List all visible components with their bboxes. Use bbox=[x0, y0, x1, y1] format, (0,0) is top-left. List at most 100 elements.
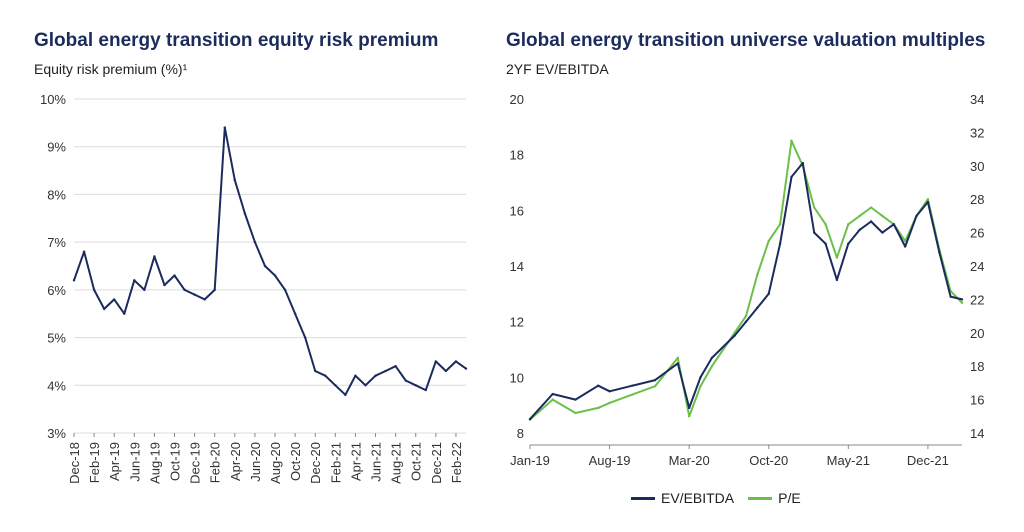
data-point-p-e bbox=[881, 214, 884, 218]
legend-swatch-ev-ebitda bbox=[631, 496, 655, 500]
left-data-point bbox=[113, 298, 116, 301]
data-point-ev-ebitda bbox=[892, 223, 895, 226]
right-y-right-tick-label: 26 bbox=[970, 226, 984, 241]
left-y-tick-label: 8% bbox=[47, 187, 66, 202]
data-point-ev-ebitda bbox=[824, 242, 827, 245]
left-data-point bbox=[133, 279, 136, 282]
right-x-tick-label: Dec-21 bbox=[907, 453, 949, 468]
data-point-ev-ebitda bbox=[847, 242, 850, 245]
left-data-point bbox=[384, 369, 387, 373]
left-x-tick-label: Apr-19 bbox=[107, 442, 122, 481]
left-data-point bbox=[424, 388, 427, 392]
left-data-point bbox=[163, 283, 166, 287]
right-y-left-tick-label: 14 bbox=[510, 259, 524, 274]
left-x-tick-label: Jun-21 bbox=[369, 442, 384, 482]
data-point-ev-ebitda bbox=[687, 406, 691, 410]
data-point-ev-ebitda bbox=[528, 417, 532, 421]
data-point-ev-ebitda bbox=[744, 320, 748, 323]
left-data-point bbox=[273, 274, 277, 277]
data-point-ev-ebitda bbox=[778, 242, 782, 245]
left-data-point bbox=[123, 312, 126, 315]
right-y-left-tick-label: 8 bbox=[517, 426, 524, 441]
data-point-ev-ebitda bbox=[733, 334, 736, 337]
legend-label-pe: P/E bbox=[778, 490, 801, 506]
left-x-tick-label: Feb-22 bbox=[449, 442, 464, 483]
data-point-ev-ebitda bbox=[858, 228, 861, 232]
data-point-p-e bbox=[687, 415, 691, 418]
right-y-left-tick-label: 12 bbox=[510, 315, 524, 330]
right-y-right-tick-label: 22 bbox=[970, 292, 984, 307]
left-data-point bbox=[394, 365, 397, 368]
data-point-p-e bbox=[926, 198, 930, 201]
data-point-ev-ebitda bbox=[903, 245, 907, 248]
right-y-right-tick-label: 16 bbox=[970, 393, 984, 408]
data-point-p-e bbox=[676, 356, 679, 360]
left-y-tick-label: 5% bbox=[47, 331, 66, 346]
left-data-point bbox=[364, 384, 367, 387]
data-point-ev-ebitda bbox=[790, 175, 793, 179]
data-point-p-e bbox=[824, 223, 827, 226]
data-point-p-e bbox=[835, 256, 839, 259]
right-y-right-tick-label: 20 bbox=[970, 326, 984, 341]
left-x-tick-label: Feb-20 bbox=[208, 442, 223, 483]
left-data-point bbox=[283, 288, 287, 292]
data-point-p-e bbox=[744, 314, 748, 318]
legend-item-ev-ebitda: EV/EBITDA bbox=[631, 490, 734, 506]
left-x-tick-label: Aug-20 bbox=[268, 442, 283, 484]
legend-label-ev-ebitda: EV/EBITDA bbox=[661, 490, 735, 506]
left-y-tick-label: 4% bbox=[47, 378, 66, 393]
left-x-tick-label: Dec-21 bbox=[429, 442, 444, 484]
left-x-tick-label: Dec-19 bbox=[188, 442, 203, 484]
data-point-p-e bbox=[710, 365, 714, 368]
left-data-point bbox=[464, 367, 468, 370]
data-point-ev-ebitda bbox=[653, 378, 657, 382]
left-data-point bbox=[263, 264, 267, 268]
left-data-point bbox=[303, 336, 307, 339]
right-y-left-tick-label: 10 bbox=[510, 370, 524, 385]
data-point-ev-ebitda bbox=[835, 278, 839, 282]
right-y-right-tick-label: 28 bbox=[970, 192, 984, 207]
left-data-point bbox=[314, 369, 317, 373]
left-data-point bbox=[72, 279, 76, 282]
left-data-point bbox=[434, 360, 438, 363]
data-point-ev-ebitda bbox=[767, 292, 770, 296]
data-point-p-e bbox=[778, 223, 782, 226]
data-point-ev-ebitda bbox=[756, 306, 759, 309]
right-y-right-tick-label: 18 bbox=[970, 359, 984, 374]
data-point-ev-ebitda bbox=[926, 200, 930, 204]
data-point-ev-ebitda bbox=[710, 356, 714, 360]
data-point-p-e bbox=[960, 301, 964, 304]
right-y-right-tick-label: 14 bbox=[970, 426, 984, 441]
data-point-p-e bbox=[597, 406, 600, 410]
data-point-ev-ebitda bbox=[608, 390, 611, 393]
data-point-p-e bbox=[858, 214, 861, 218]
data-point-ev-ebitda bbox=[699, 376, 702, 379]
left-x-tick-label: Dec-20 bbox=[308, 442, 323, 484]
right-chart-title: Global energy transition universe valuat… bbox=[506, 30, 986, 51]
left-data-point bbox=[444, 369, 448, 373]
data-point-p-e bbox=[574, 411, 577, 415]
right-x-tick-label: Oct-20 bbox=[749, 453, 788, 468]
data-point-ev-ebitda bbox=[574, 398, 577, 401]
left-data-point bbox=[153, 255, 156, 258]
right-x-tick-label: Aug-19 bbox=[589, 453, 631, 468]
left-data-point bbox=[143, 288, 146, 292]
data-point-ev-ebitda bbox=[597, 384, 600, 387]
left-x-tick-label: Feb-21 bbox=[328, 442, 343, 483]
left-y-tick-label: 10% bbox=[40, 92, 66, 107]
left-data-point bbox=[183, 288, 186, 292]
left-data-point bbox=[193, 293, 196, 296]
left-chart-title: Global energy transition equity risk pre… bbox=[34, 30, 439, 51]
data-point-p-e bbox=[608, 401, 611, 405]
left-y-tick-label: 7% bbox=[47, 235, 66, 250]
left-y-tick-label: 6% bbox=[47, 283, 66, 298]
left-data-point bbox=[253, 240, 257, 244]
left-data-point bbox=[92, 288, 96, 292]
left-data-point bbox=[102, 307, 106, 311]
left-data-point bbox=[354, 374, 357, 377]
series-line-p-e bbox=[529, 139, 963, 421]
data-point-p-e bbox=[767, 239, 770, 243]
left-x-tick-label: Apr-20 bbox=[228, 442, 243, 481]
data-point-ev-ebitda bbox=[676, 362, 679, 365]
